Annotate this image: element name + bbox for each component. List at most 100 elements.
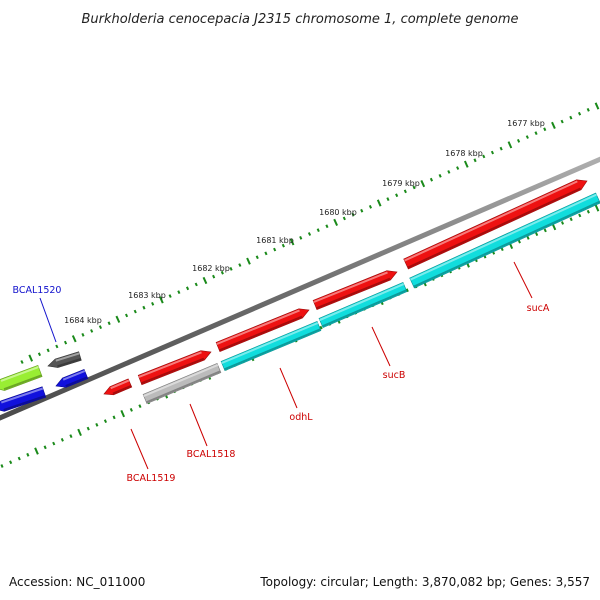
ruler-tick-outer-26 <box>368 204 373 209</box>
tick-label-1681: 1681 kbp <box>256 236 294 245</box>
ruler-tick-outer-7 <box>534 131 538 136</box>
map-title: Burkholderia cenocepacia J2315 chromosom… <box>81 12 518 27</box>
ruler-tick-outer-10 <box>507 141 513 149</box>
gene-bcal1520-10 <box>55 369 89 388</box>
ruler-tick-inner-2 <box>578 213 582 218</box>
gene-highlight <box>319 283 405 322</box>
ruler-tick-outer-18 <box>438 173 442 178</box>
ruler-tick-inner-66 <box>26 452 30 457</box>
gene-shadow <box>57 358 82 368</box>
callout-line-BCAL1520 <box>39 297 57 343</box>
gene-label-sucA: sucA <box>527 303 550 314</box>
gene-shadow <box>219 315 303 352</box>
ruler-tick-outer-3 <box>569 115 573 120</box>
ruler-tick-outer-35 <box>289 238 295 246</box>
ruler-tick-inner-69 <box>0 464 4 468</box>
ruler-tick-outer-24 <box>386 197 390 201</box>
gene-body <box>403 179 588 270</box>
ruler-tick-outer-65 <box>28 354 34 362</box>
tick-label-1684: 1684 kbp <box>64 316 102 325</box>
tick-label-1680: 1680 kbp <box>319 208 357 217</box>
gene-label-BCAL1519: BCAL1519 <box>127 473 176 484</box>
ruler-tick-inner-22 <box>405 288 409 293</box>
ruler-tick-outer-53 <box>133 309 137 314</box>
gene-label-BCAL1520: BCAL1520 <box>13 285 62 296</box>
ruler-tick-outer-33 <box>307 232 312 236</box>
ruler-tick-inner-55 <box>120 410 126 418</box>
gene-label-BCAL1518: BCAL1518 <box>187 449 236 460</box>
gene-shadow <box>3 374 42 391</box>
ruler-tick-inner-8 <box>526 236 530 240</box>
tick-label-1679: 1679 kbp <box>382 179 420 188</box>
ruler-tick-outer-30 <box>333 218 339 227</box>
ruler-tick-outer-45 <box>202 276 208 285</box>
ruler-tick-inner-9 <box>517 239 521 244</box>
ruler-tick-outer-29 <box>342 216 346 221</box>
ruler-outer: 1677 kbp 1678 kbp 1679 kbp 1680 kbp 1681… <box>20 102 600 364</box>
ruler-tick-outer-27 <box>360 208 364 213</box>
tick-label-1677: 1677 kbp <box>507 119 545 128</box>
gene-highlight <box>404 180 578 262</box>
gene-label-callouts: sucA sucB odhL BCAL1518 BCAL1519 BCAL152… <box>13 261 550 484</box>
ruler-tick-outer-63 <box>46 348 50 353</box>
ruler-tick-outer-2 <box>577 111 582 116</box>
gene-highlight <box>0 387 44 404</box>
gene-suca-1 <box>409 192 600 289</box>
ruler-tick-inner-53 <box>138 404 142 409</box>
callout-line-sucB <box>371 326 391 367</box>
ruler-tick-outer-41 <box>238 263 242 267</box>
ruler-tick-outer-28 <box>351 212 355 217</box>
ruler-tick-outer-11 <box>499 146 503 151</box>
ruler-tick-outer-9 <box>516 139 521 143</box>
gene-shadow <box>140 357 205 385</box>
ruler-tick-inner-0 <box>594 204 600 212</box>
ruler-tick-outer-37 <box>273 247 277 252</box>
gene-body <box>409 192 600 289</box>
ruler-tick-outer-62 <box>55 344 59 349</box>
ruler-tick-outer-14 <box>473 158 477 163</box>
ruler-tick-inner-68 <box>9 460 13 465</box>
ruler-tick-inner-62 <box>60 437 64 442</box>
ruler-tick-outer-58 <box>90 329 94 333</box>
ruler-tick-inner-59 <box>86 426 90 431</box>
ruler-tick-outer-54 <box>124 313 129 318</box>
ruler-tick-outer-31 <box>325 224 329 229</box>
ruler-tick-outer-50 <box>159 296 164 304</box>
gene-shadow <box>224 328 321 371</box>
gene-bcal1519-8 <box>103 378 133 396</box>
ruler-tick-outer-43 <box>220 270 224 275</box>
gene-highlight <box>143 364 219 397</box>
gene-odhl-4 <box>215 308 310 352</box>
ruler-tick-outer-46 <box>194 282 198 287</box>
ruler-labels: 1677 kbp 1678 kbp 1679 kbp 1680 kbp 1681… <box>64 119 545 325</box>
gene-body <box>142 363 222 404</box>
gene-sucb-2 <box>312 270 398 310</box>
ruler-tick-outer-23 <box>395 193 399 198</box>
gene-highlight <box>221 322 319 364</box>
ruler-tick-outer-66 <box>20 360 24 364</box>
ruler-tick-inner-63 <box>52 441 56 446</box>
ruler-tick-outer-22 <box>403 189 407 194</box>
gene-label-sucB: sucB <box>383 370 406 381</box>
gene-highlight <box>62 370 86 381</box>
tick-label-1683: 1683 kbp <box>128 291 166 300</box>
ruler-ticks-outer <box>20 102 600 364</box>
ruler-tick-inner-32 <box>319 325 323 330</box>
gene-body <box>0 386 47 412</box>
ruler-tick-inner-65 <box>34 447 39 455</box>
ruler-tick-inner-57 <box>103 419 108 424</box>
ruler-tick-inner-58 <box>95 422 99 427</box>
callout-line-sucA <box>513 261 533 299</box>
gene-shadow <box>65 376 88 387</box>
ruler-tick-outer-0 <box>594 102 600 110</box>
gene-shadow <box>3 394 46 411</box>
ruler-tick-outer-20 <box>420 179 426 188</box>
ruler-tick-outer-57 <box>98 325 103 329</box>
gene-highlight <box>55 352 80 362</box>
ruler-tick-inner-54 <box>129 408 133 412</box>
gene-unnamed-11 <box>0 365 43 391</box>
ruler-tick-outer-13 <box>482 154 486 159</box>
gene-highlight <box>110 379 130 390</box>
gene-bcal1518-6 <box>137 350 212 386</box>
